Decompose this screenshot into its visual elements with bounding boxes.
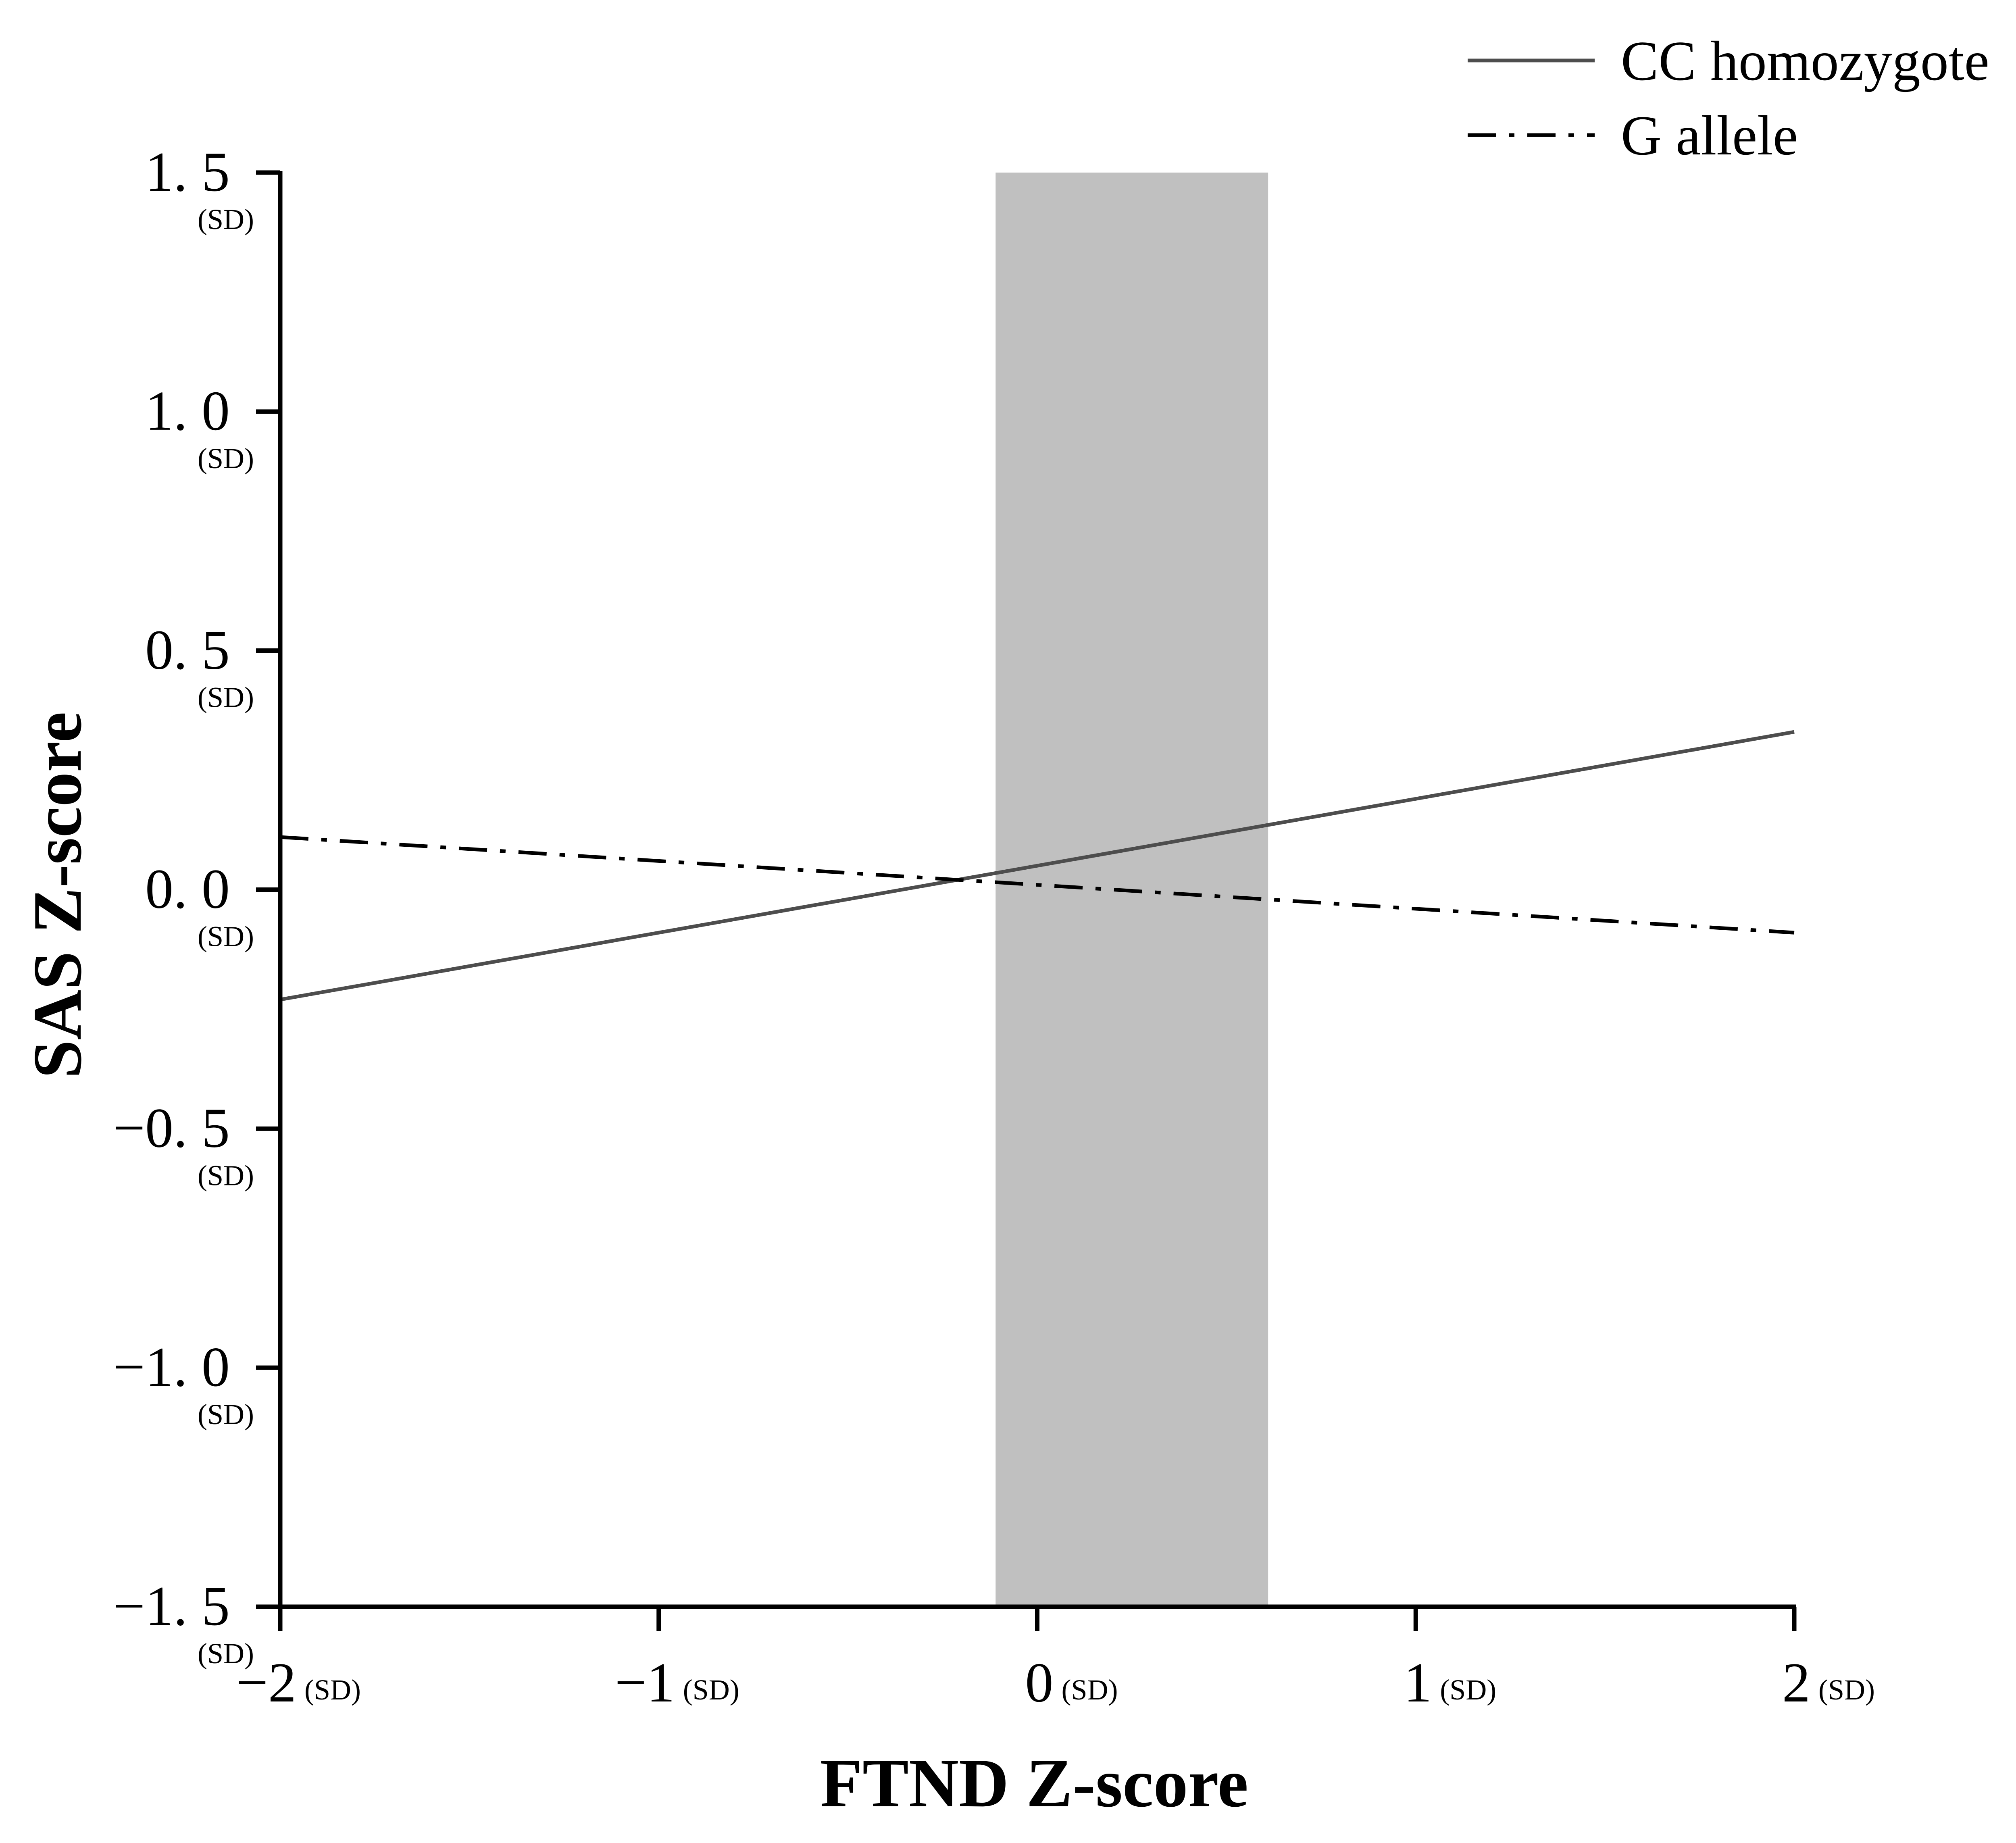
y-tick-label: −0. 5 [113,1097,230,1159]
x-tick-unit: (SD) [1440,1674,1496,1706]
x-tick-unit: (SD) [1062,1674,1118,1706]
y-tick-unit: (SD) [198,1637,254,1670]
legend-label-1: CC homozygote [1621,30,1989,92]
y-tick-unit: (SD) [198,1398,254,1431]
y-axis-title: SAS Z-score [19,712,96,1078]
x-tick-label: 2 [1782,1651,1810,1714]
axes: 1. 5(SD)1. 0(SD)0. 5(SD)0. 0(SD)−0. 5(SD… [113,141,1875,1714]
y-tick-unit: (SD) [198,1159,254,1191]
legend: CC homozygote G allele [1468,30,1989,167]
x-tick-label: −1 [615,1651,675,1714]
x-tick-label: −2 [236,1651,296,1714]
y-tick-unit: (SD) [198,203,254,235]
plot-area [280,173,1795,1607]
y-tick-unit: (SD) [198,442,254,475]
y-tick-label: 0. 0 [145,858,230,920]
x-tick-label: 1 [1404,1651,1432,1714]
y-tick-label: 1. 5 [145,141,230,203]
x-tick-unit: (SD) [304,1674,361,1706]
x-tick-label: 0 [1025,1651,1054,1714]
y-tick-label: 0. 5 [145,619,230,681]
series-line-2 [280,835,1795,935]
series-line-1 [280,730,1795,1002]
y-tick-unit: (SD) [198,681,254,714]
y-tick-label: 1. 0 [145,380,230,442]
x-axis-title: FTND Z-score [820,1745,1248,1822]
x-tick-unit: (SD) [683,1674,739,1706]
y-tick-label: −1. 5 [113,1575,230,1637]
legend-label-2: G allele [1621,104,1798,167]
y-tick-label: −1. 0 [113,1336,230,1398]
y-tick-unit: (SD) [198,920,254,953]
x-tick-unit: (SD) [1818,1674,1875,1706]
